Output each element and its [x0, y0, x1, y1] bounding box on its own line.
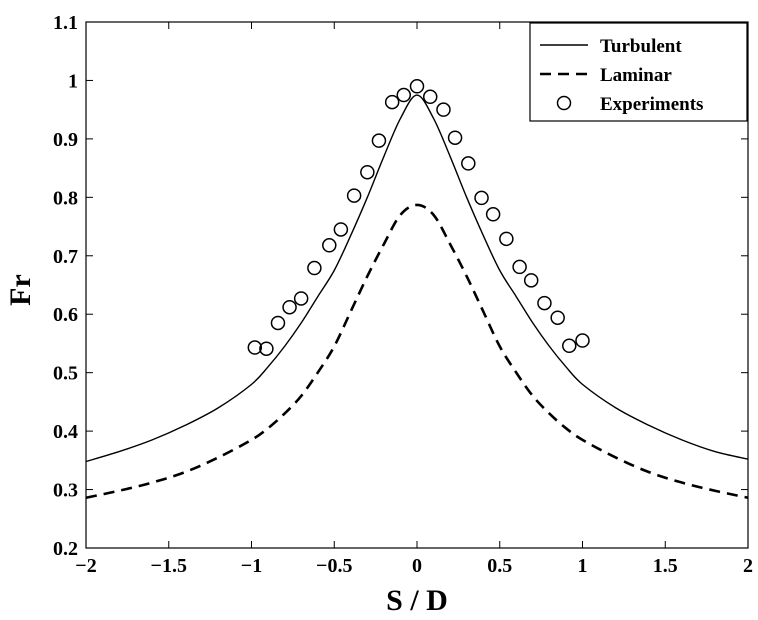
- x-tick-label: −0.5: [316, 555, 352, 577]
- x-tick-label: 0.5: [487, 555, 512, 577]
- experiments-point: [371, 133, 387, 148]
- experiments-point: [247, 340, 263, 355]
- experiments-point: [499, 231, 514, 247]
- experiments-point: [562, 338, 577, 354]
- experiments-point: [422, 89, 438, 105]
- experiments-point: [307, 260, 322, 276]
- legend-experiments-label: Experiments: [600, 94, 703, 115]
- y-axis-label: Fr: [4, 274, 37, 306]
- experiments-point: [282, 299, 297, 315]
- legend: Turbulent Laminar Experiments: [529, 22, 748, 122]
- experiments-point: [270, 315, 286, 331]
- experiments-point: [550, 310, 565, 325]
- y-tick-label: 0.6: [53, 304, 78, 326]
- experiments-point: [474, 190, 489, 206]
- experiments-point: [322, 238, 337, 253]
- experiments-point: [396, 87, 412, 103]
- series-layer: [85, 79, 749, 500]
- axis-ticks: [85, 21, 749, 549]
- turbulent-line: [85, 94, 749, 463]
- x-axis-label: S / D: [386, 584, 448, 617]
- experiments-point: [384, 94, 400, 110]
- experiments-point: [575, 333, 590, 348]
- experiments-point: [512, 259, 527, 275]
- tick-labels: −2 −1.5 −1 −0.5 0 0.5 1 1.5 2 0.2 0.3 0.4 0.5 0.6 0.7 0…: [53, 12, 753, 577]
- x-tick-label: −2: [75, 555, 96, 577]
- experiments-point: [436, 102, 451, 117]
- experiments-point: [333, 222, 349, 237]
- y-tick-label: 0.3: [53, 480, 78, 502]
- y-tick-label: 0.7: [53, 246, 78, 268]
- x-tick-label: 1.5: [653, 555, 678, 577]
- legend-experiments-marker: [556, 95, 572, 111]
- experiments-point: [485, 207, 501, 222]
- y-tick-label: 0.4: [53, 421, 78, 443]
- experiments-point: [259, 341, 274, 356]
- x-tick-label: −1: [241, 555, 262, 577]
- experiments-point: [537, 295, 552, 311]
- laminar-line: [85, 203, 749, 500]
- x-tick-label: 2: [743, 555, 753, 577]
- legend-turbulent-label: Turbulent: [600, 36, 682, 57]
- experiments-point: [409, 79, 425, 94]
- y-tick-label: 0.2: [53, 538, 78, 560]
- x-tick-label: 0: [412, 555, 422, 577]
- experiments-point: [523, 273, 539, 288]
- y-tick-label: 0.8: [53, 187, 78, 209]
- experiments-point: [346, 188, 362, 203]
- y-tick-label: 1.1: [53, 12, 78, 34]
- x-tick-label: −1.5: [151, 555, 187, 577]
- y-tick-label: 0.5: [53, 363, 78, 385]
- experiments-point: [360, 164, 375, 180]
- y-tick-label: 1: [68, 70, 78, 92]
- experiments-point: [447, 130, 463, 145]
- experiments-point: [293, 291, 309, 306]
- y-tick-label: 0.9: [53, 129, 78, 151]
- experiments-point: [461, 156, 476, 171]
- legend-laminar-label: Laminar: [600, 65, 672, 86]
- x-tick-label: 1: [578, 555, 588, 577]
- legend-box: [529, 22, 748, 122]
